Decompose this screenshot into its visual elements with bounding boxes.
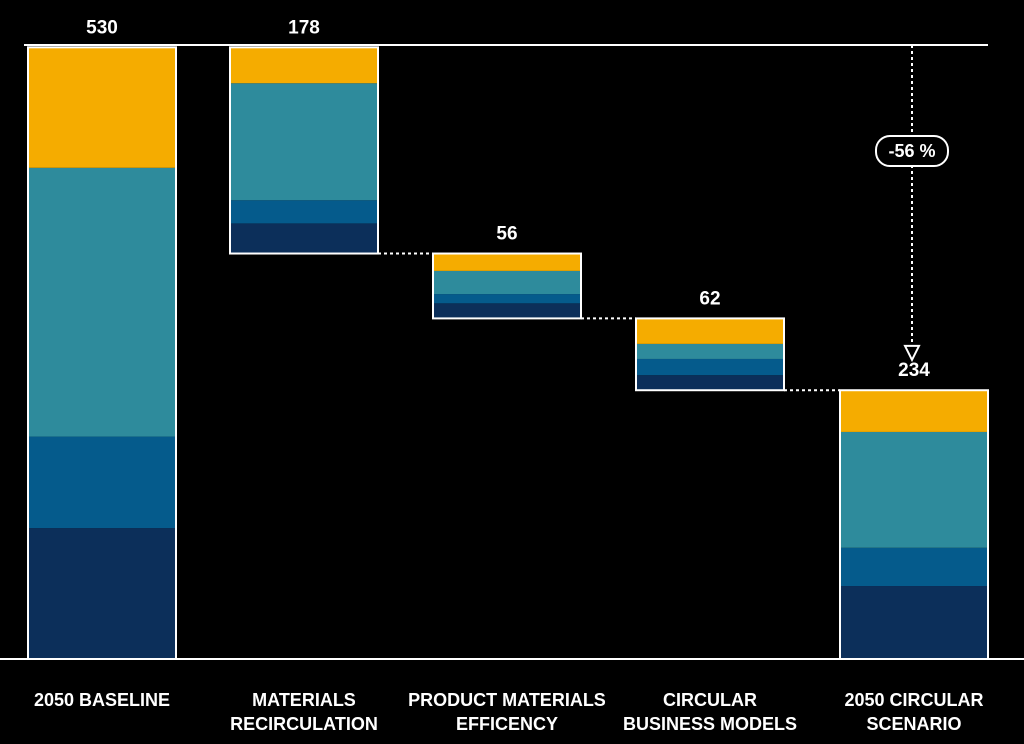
percent-change-badge (875, 135, 949, 167)
bar-segment (840, 547, 988, 587)
bar-stack (229, 46, 379, 255)
bar-value-label: 234 (898, 360, 930, 381)
bar-outline (432, 252, 582, 320)
bar-segment (840, 390, 988, 432)
value-labels: 530 178 56 62 234 (86, 17, 930, 381)
bar-segment (433, 294, 581, 304)
bar-outline (635, 317, 785, 392)
bars (27, 46, 989, 661)
category-label: PRODUCT MATERIALS (408, 690, 606, 710)
bar-segment (636, 375, 784, 391)
category-label: 2050 BASELINE (34, 690, 170, 710)
bar-segment (840, 431, 988, 548)
bar-segment (28, 436, 176, 529)
category-labels: 2050 BASELINE MATERIALS RECIRCULATION PRODU… (34, 690, 984, 734)
bar-segment (28, 528, 176, 659)
bar-segment (28, 47, 176, 168)
bar-segment (230, 47, 378, 84)
bar-value-label: 178 (288, 17, 320, 38)
bar-segment (433, 270, 581, 295)
category-label: 2050 CIRCULAR (844, 690, 983, 710)
percent-change-label: -56 % (888, 141, 935, 161)
bar-stack (839, 389, 989, 660)
bar-value-label: 62 (699, 288, 720, 309)
category-label: BUSINESS MODELS (623, 714, 797, 734)
bar-segment (636, 343, 784, 359)
category-label: SCENARIO (866, 714, 961, 734)
bar-stack (635, 317, 785, 392)
category-label: EFFICENCY (456, 714, 558, 734)
bar-outline (229, 46, 379, 255)
arrow-head-icon (903, 344, 921, 363)
bar-value-label: 530 (86, 17, 118, 38)
bar-segment (433, 253, 581, 271)
bar-stack (432, 252, 582, 320)
bar-segment (230, 200, 378, 224)
percent-change-annotation: -56 % (875, 45, 949, 363)
bar-segment (840, 586, 988, 659)
bar-segment (230, 223, 378, 254)
bar-value-label: 56 (496, 224, 517, 245)
bar-stack (27, 46, 177, 661)
category-label: MATERIALS (252, 690, 356, 710)
bar-segment (230, 83, 378, 201)
bar-segment (433, 303, 581, 319)
category-label: CIRCULAR (663, 690, 757, 710)
bar-segment (636, 318, 784, 344)
bar-segment (28, 167, 176, 437)
category-label: RECIRCULATION (230, 714, 378, 734)
bar-segment (636, 358, 784, 376)
